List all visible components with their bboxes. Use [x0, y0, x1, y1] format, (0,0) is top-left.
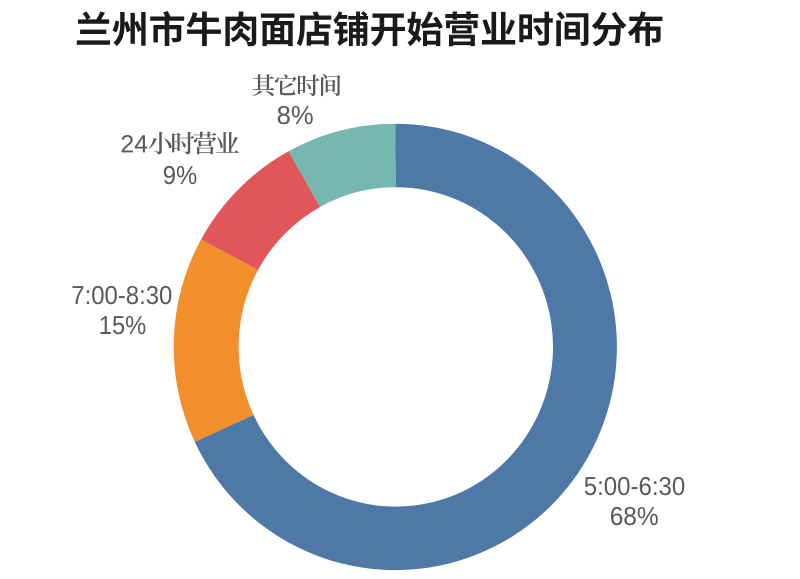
- svg-text:68%: 68%: [610, 501, 659, 531]
- svg-text:15%: 15%: [99, 310, 147, 340]
- svg-text:9%: 9%: [163, 160, 198, 190]
- svg-text:5:00-6:30: 5:00-6:30: [584, 471, 686, 501]
- svg-text:8%: 8%: [277, 100, 314, 130]
- svg-text:7:00-8:30: 7:00-8:30: [71, 280, 172, 310]
